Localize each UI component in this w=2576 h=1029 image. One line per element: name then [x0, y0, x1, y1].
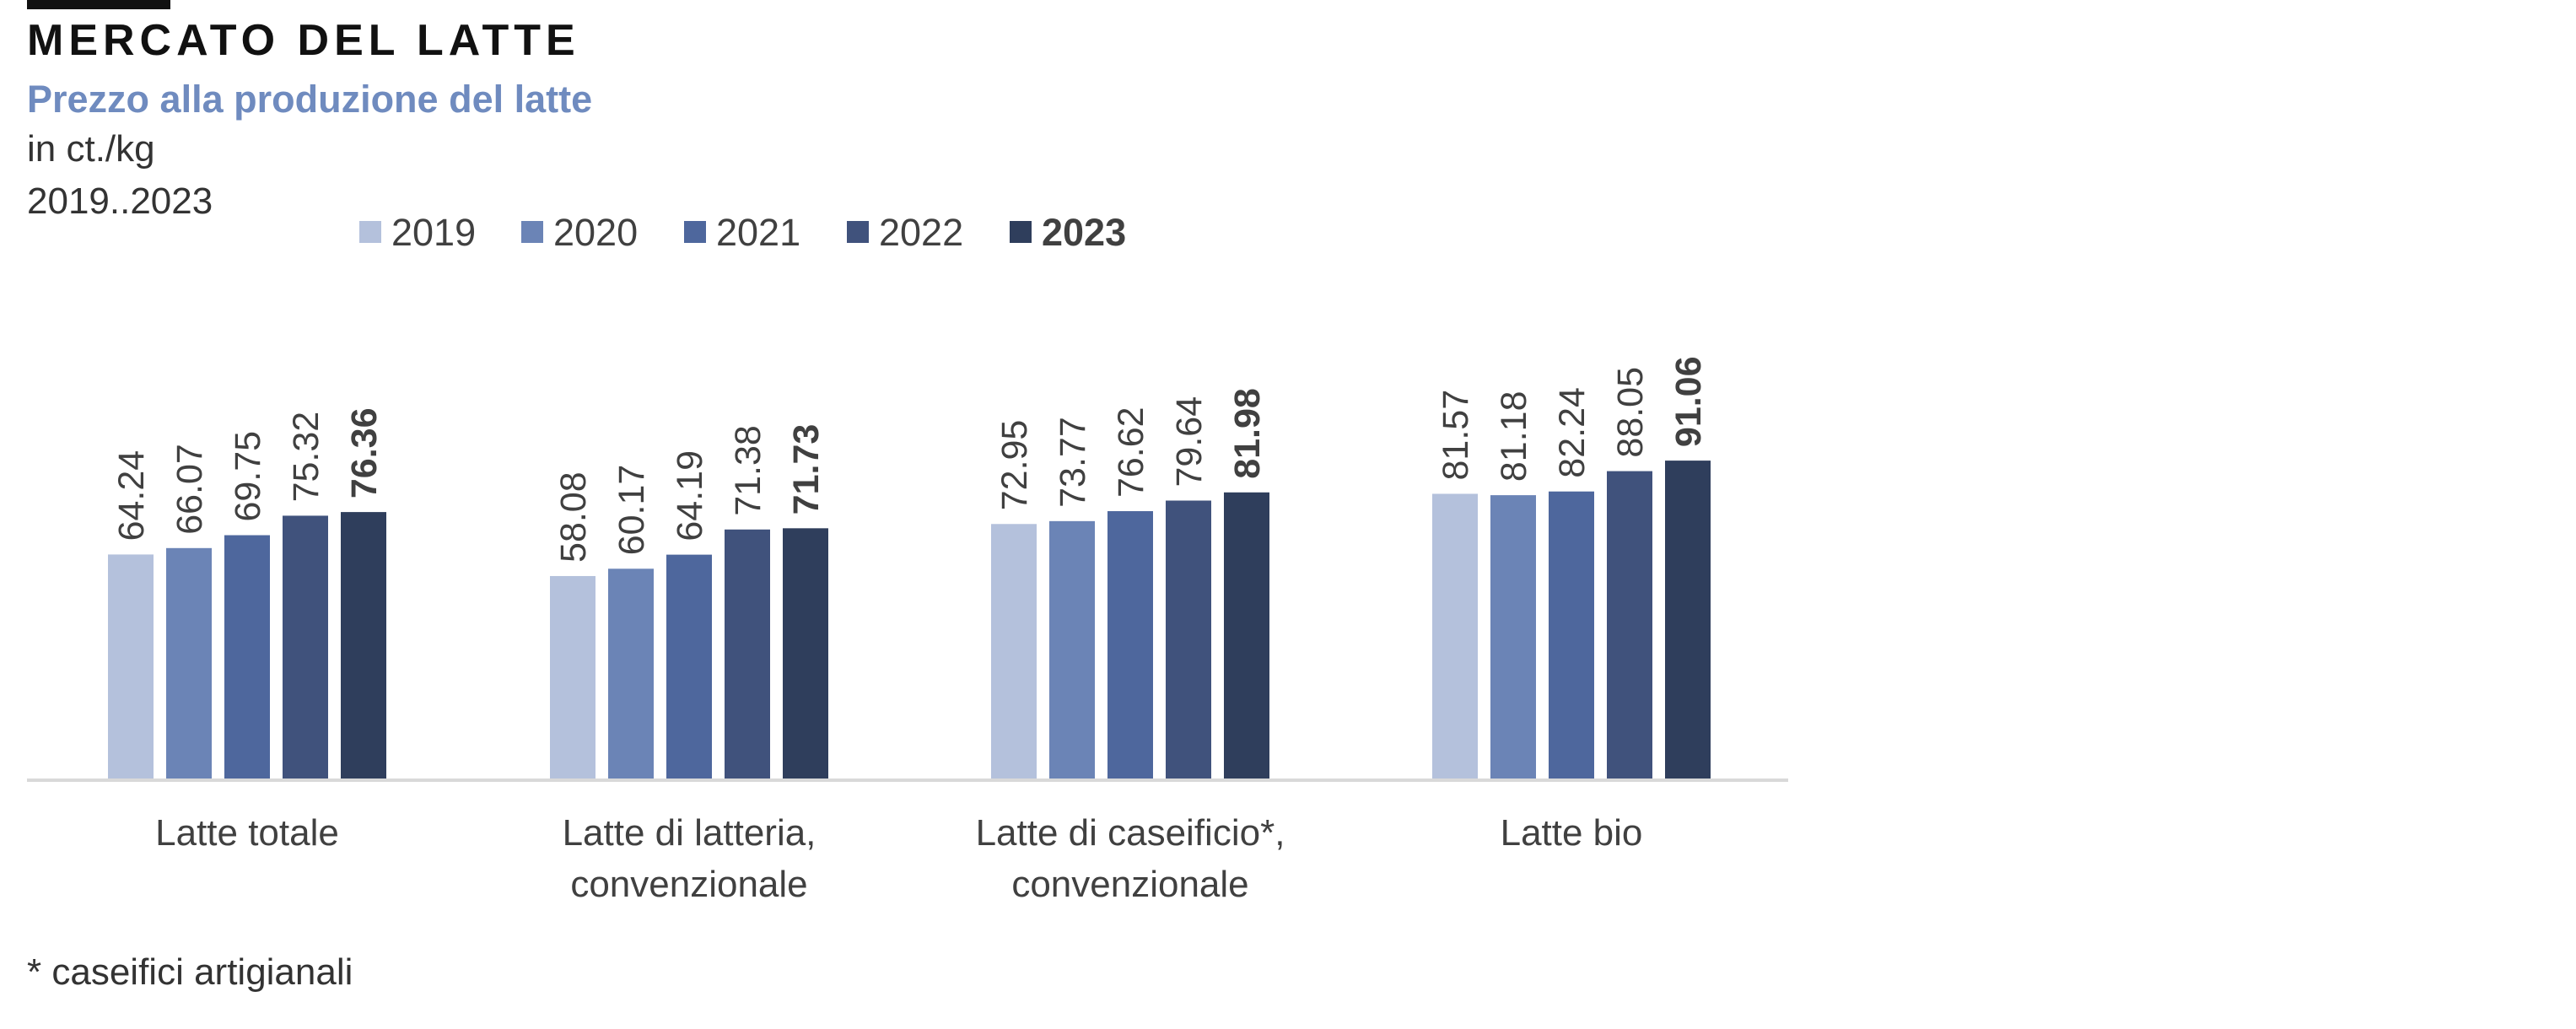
- page-title: MERCATO DEL LATTE: [27, 16, 580, 65]
- value-label-2021-0: 69.75: [228, 431, 268, 522]
- legend-swatch-2023: [1010, 221, 1032, 243]
- value-label-2022-0: 75.32: [286, 412, 326, 503]
- bar-2022-2: [1166, 500, 1211, 779]
- bar-2019-3: [1432, 493, 1478, 779]
- value-label-2019-1: 58.08: [553, 471, 594, 563]
- legend-label-2021: 2021: [716, 211, 800, 254]
- legend-swatch-2021: [684, 221, 706, 243]
- legend-label-2023: 2023: [1042, 211, 1126, 254]
- category-label: convenzionale: [570, 864, 807, 905]
- value-label-2023-3: 91.06: [1668, 356, 1709, 447]
- value-label-2023-1: 71.73: [786, 424, 827, 515]
- category-label: Latte totale: [155, 812, 339, 854]
- value-label-2021-3: 82.24: [1552, 387, 1592, 478]
- period-label: 2019..2023: [27, 180, 213, 222]
- bar-2020-0: [166, 547, 212, 779]
- footnote: * caseifici artigianali: [27, 951, 353, 993]
- legend-label-2020: 2020: [553, 211, 638, 254]
- category-label: Latte bio: [1501, 812, 1643, 854]
- chart-subtitle: Prezzo alla produzione del latte: [27, 78, 593, 121]
- bar-2019-2: [991, 524, 1037, 779]
- value-label-2022-2: 79.64: [1169, 396, 1210, 488]
- category-label: convenzionale: [1011, 864, 1248, 905]
- title-accent-bar: [27, 0, 170, 9]
- bar-2022-3: [1607, 471, 1652, 779]
- value-label-2021-1: 64.19: [670, 450, 710, 541]
- legend-swatch-2020: [521, 221, 543, 243]
- bar-2021-1: [666, 554, 712, 779]
- bar-2021-3: [1549, 491, 1594, 779]
- bar-2019-1: [550, 575, 595, 779]
- bar-2022-1: [725, 529, 770, 779]
- legend-swatch-2022: [847, 221, 869, 243]
- category-label: Latte di latteria,: [563, 812, 816, 854]
- value-label-2020-2: 73.77: [1053, 417, 1093, 508]
- value-label-2020-1: 60.17: [612, 465, 652, 556]
- legend-label-2019: 2019: [391, 211, 476, 254]
- value-label-2021-2: 76.62: [1111, 407, 1151, 498]
- bar-2020-2: [1049, 520, 1095, 779]
- unit-label: in ct./kg: [27, 128, 155, 170]
- value-label-2020-0: 66.07: [170, 444, 210, 535]
- category-label: Latte di caseificio*,: [976, 812, 1285, 854]
- bar-2020-1: [608, 568, 654, 779]
- value-label-2023-2: 81.98: [1227, 388, 1268, 479]
- value-label-2022-3: 88.05: [1610, 367, 1651, 458]
- legend-label-2022: 2022: [879, 211, 963, 254]
- value-label-2019-2: 72.95: [994, 420, 1035, 511]
- bar-2021-0: [224, 535, 270, 779]
- bar-2023-1: [783, 528, 828, 779]
- bar-2020-3: [1490, 495, 1536, 779]
- value-label-2020-3: 81.18: [1494, 391, 1534, 482]
- bar-2023-0: [341, 512, 386, 779]
- value-label-2019-0: 64.24: [111, 450, 152, 541]
- legend-swatch-2019: [359, 221, 381, 243]
- bar-2023-2: [1224, 492, 1269, 779]
- value-label-2023-0: 76.36: [344, 407, 385, 498]
- bar-2021-2: [1107, 511, 1153, 779]
- value-label-2022-1: 71.38: [728, 425, 768, 516]
- bar-2023-3: [1665, 461, 1711, 779]
- bar-2022-0: [283, 515, 328, 779]
- bar-2019-0: [108, 554, 154, 779]
- value-label-2019-3: 81.57: [1436, 390, 1476, 481]
